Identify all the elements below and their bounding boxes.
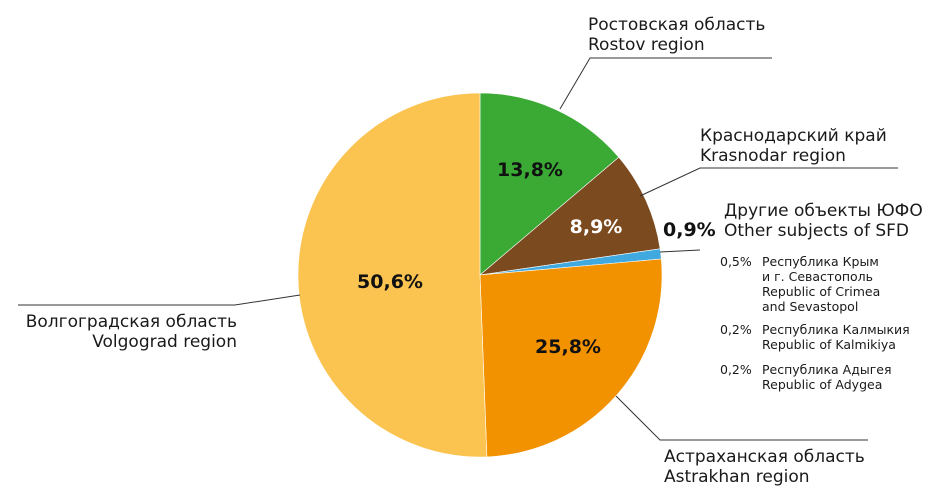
- crimea-line-1: Республика Крым: [762, 254, 879, 269]
- astrakhan-name-ru: Астраханская область: [664, 447, 865, 467]
- pie-slice-astrakhan: [479, 258, 663, 458]
- rostov-leader-line: [559, 57, 772, 110]
- pie-slice-krasnodar: [479, 156, 661, 276]
- adygea-value: 0,2%: [720, 362, 752, 377]
- pie-slice-volgograd: [297, 92, 488, 458]
- volgograd-name-en: Volgograd region: [92, 332, 237, 352]
- krasnodar-name-ru: Краснодарский край: [700, 126, 887, 146]
- other-name-en: Other subjects of SFD: [724, 221, 909, 241]
- krasnodar-leader-line: [639, 167, 898, 197]
- volgograd-name-ru: Волгоградская область: [26, 312, 237, 332]
- volgograd-percent-label: 50,6%: [357, 271, 423, 293]
- crimea-line-3: Republic of Crimea: [762, 284, 880, 299]
- rostov-name-en: Rostov region: [588, 35, 705, 55]
- adygea-line-2: Republic of Adygea: [762, 377, 882, 392]
- astrakhan-percent-label: 25,8%: [535, 336, 601, 358]
- krasnodar-name-en: Krasnodar region: [700, 146, 846, 166]
- pie-slice-rostov: [479, 92, 620, 276]
- crimea-line-4: and Sevastopol: [762, 299, 858, 314]
- kalmykia-line-2: Republic of Kalmikiya: [762, 337, 896, 352]
- krasnodar-percent-label: 8,9%: [570, 216, 623, 238]
- other-percent-label: 0,9%: [663, 219, 716, 241]
- other-name-ru: Другие объекты ЮФО: [724, 201, 923, 221]
- crimea-line-2: и г. Севастополь: [762, 269, 873, 284]
- volgograd-leader-line: [18, 294, 301, 306]
- other-leader-line: [659, 249, 701, 253]
- crimea-value: 0,5%: [720, 254, 752, 269]
- astrakhan-name-en: Astrakhan region: [664, 467, 810, 487]
- astrakhan-leader-line: [615, 395, 868, 441]
- rostov-name-ru: Ростовская область: [588, 15, 765, 35]
- pie-slices: [297, 92, 663, 458]
- rostov-percent-label: 13,8%: [497, 159, 563, 181]
- kalmykia-value: 0,2%: [720, 322, 752, 337]
- adygea-line-1: Республика Адыгея: [762, 362, 892, 377]
- kalmykia-line-1: Республика Калмыкия: [762, 322, 910, 337]
